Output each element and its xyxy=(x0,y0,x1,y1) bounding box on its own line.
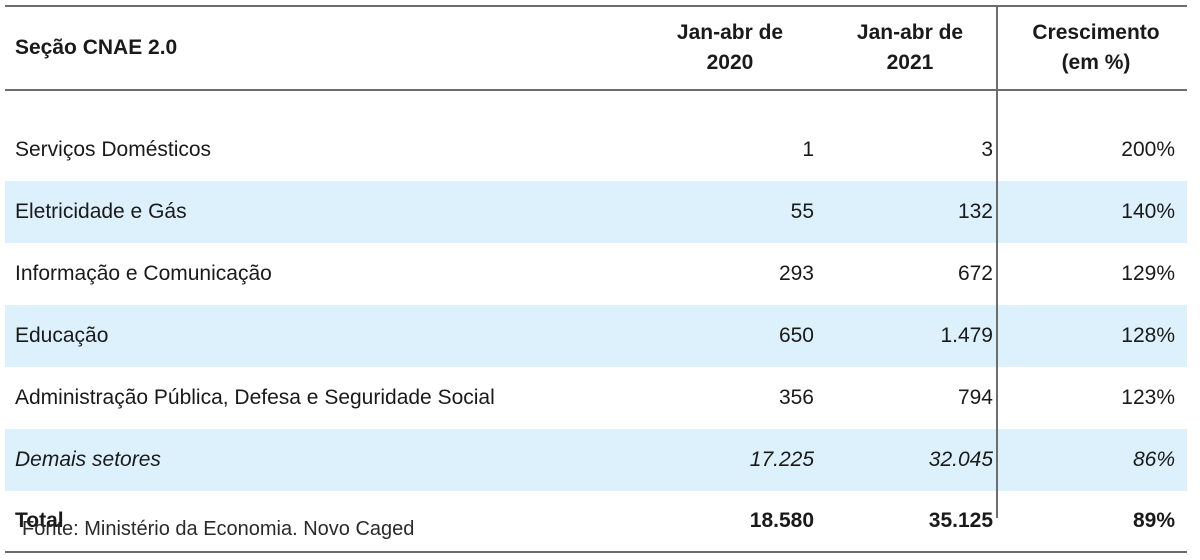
cell-2020: 293 xyxy=(778,262,814,285)
header-2020: Jan-abr de 2020 xyxy=(655,7,805,89)
total-2021: 35.125 xyxy=(928,509,993,532)
table-row: Serviços Domésticos 1 3 200% xyxy=(5,119,1187,181)
cell-growth: 140% xyxy=(1121,200,1175,223)
cell-2021: 3 xyxy=(981,138,993,161)
header-2020-line2: 2020 xyxy=(706,51,754,74)
cell-2021: 132 xyxy=(957,200,993,223)
total-2020: 18.580 xyxy=(749,509,814,532)
cell-2021: 1.479 xyxy=(940,324,993,347)
table-row: Demais setores 17.225 32.045 86% xyxy=(5,429,1187,491)
header-growth-line2: (em %) xyxy=(1061,51,1131,74)
cell-growth: 129% xyxy=(1121,262,1175,285)
cell-2020: 356 xyxy=(778,386,814,409)
cell-section: Eletricidade e Gás xyxy=(15,200,187,223)
cell-2021: 32.045 xyxy=(928,448,993,471)
header-2020-line1: Jan-abr de xyxy=(676,21,784,44)
source-note: Fonte: Ministério da Economia. Novo Cage… xyxy=(22,518,415,540)
header-2021-line2: 2021 xyxy=(886,51,934,74)
table-row: Eletricidade e Gás 55 132 140% xyxy=(5,181,1187,243)
total-growth: 89% xyxy=(1132,509,1175,532)
cell-2020: 1 xyxy=(802,138,814,161)
header-2021: Jan-abr de 2021 xyxy=(835,7,985,89)
cell-growth: 123% xyxy=(1121,386,1175,409)
cell-2021: 672 xyxy=(957,262,993,285)
total-row: Total 18.580 35.125 89% xyxy=(5,491,1187,553)
table-body: Serviços Domésticos 1 3 200% Eletricidad… xyxy=(5,119,1187,491)
header-growth: Crescimento (em %) xyxy=(1005,7,1187,89)
header-2021-line1: Jan-abr de xyxy=(856,21,964,44)
cell-section: Informação e Comunicação xyxy=(15,262,272,285)
cell-growth: 200% xyxy=(1121,138,1175,161)
total-label: Total xyxy=(15,509,64,532)
header-growth-line1: Crescimento xyxy=(1032,21,1160,44)
data-table: Seção CNAE 2.0 Jan-abr de 2020 Jan-abr d… xyxy=(5,5,1187,553)
column-divider xyxy=(996,5,998,518)
cell-section: Educação xyxy=(15,324,109,347)
table-header: Seção CNAE 2.0 Jan-abr de 2020 Jan-abr d… xyxy=(5,5,1187,91)
cell-section: Administração Pública, Defesa e Segurida… xyxy=(15,386,495,409)
table-row: Administração Pública, Defesa e Segurida… xyxy=(5,367,1187,429)
cell-section: Demais setores xyxy=(15,448,161,471)
cell-growth: 86% xyxy=(1132,448,1175,471)
table-row: Educação 650 1.479 128% xyxy=(5,305,1187,367)
header-section: Seção CNAE 2.0 xyxy=(15,7,177,89)
cell-2020: 55 xyxy=(790,200,814,223)
cell-section: Serviços Domésticos xyxy=(15,138,212,161)
cell-2020: 650 xyxy=(778,324,814,347)
cell-2021: 794 xyxy=(957,386,993,409)
header-section-label: Seção CNAE 2.0 xyxy=(15,36,178,59)
table-row: Informação e Comunicação 293 672 129% xyxy=(5,243,1187,305)
cell-growth: 128% xyxy=(1121,324,1175,347)
cell-2020: 17.225 xyxy=(749,448,814,471)
